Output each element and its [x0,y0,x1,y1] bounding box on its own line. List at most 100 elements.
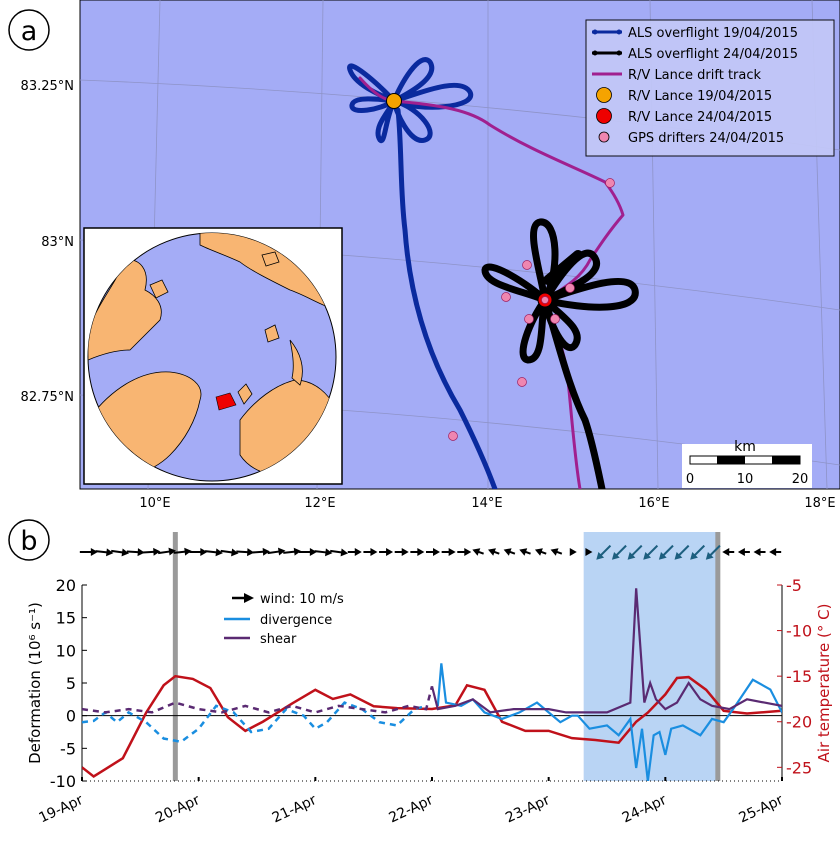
x-tick-label: 23-Apr [503,792,552,826]
wind-arrow [394,548,409,556]
inset-study-region [215,392,237,411]
wind-arrow [611,544,627,560]
wind-arrow [550,548,563,556]
gps-drifter [605,178,615,188]
wind-arrow [596,544,612,560]
lance-position-19apr [386,93,402,109]
wind-arrow [426,548,440,556]
series-shear-dashed [82,685,434,714]
right-tick-label: -25 [786,758,812,777]
scalebar-tick-10: 10 [737,472,754,487]
lon-label-18e: 18°E [804,496,835,511]
wind-arrow [487,548,500,556]
wind-arrow [142,547,161,556]
series-divergence-dashed [82,701,427,744]
wind-arrow [472,548,484,556]
wind-arrow [569,548,577,556]
gps-drifter [541,296,549,304]
left-tick-label: 10 [56,641,76,660]
wind-arrow [643,544,659,560]
series-divergence [436,663,782,781]
scalebar-unit: km [734,439,756,455]
wind-arrow [189,548,208,557]
svg-text:shear: shear [260,632,297,647]
x-tick-label: 21-Apr [270,792,319,826]
left-tick-label: 15 [56,609,76,628]
wind-arrow [674,544,690,560]
wind-arrow [534,548,547,556]
wind-arrow [330,548,349,557]
wind-arrow [722,548,735,556]
wind-arrow [236,548,255,557]
gps-drifter [501,292,511,302]
wind-arrow [347,548,362,556]
gps-drifter [522,260,532,270]
wind-arrow [173,547,192,556]
wind-arrow [363,548,378,556]
map-legend-label: R/V Lance 24/04/2015 [628,110,772,125]
wind-arrow [95,548,114,557]
gps-drifters [448,178,615,441]
lat-label-83-25: 83.25°N [21,79,74,94]
lon-label-10e: 10°E [139,496,170,511]
arctic-islands [149,251,280,343]
wind-arrow [441,548,456,556]
wind-arrow [267,547,286,556]
legend-divergence: divergence [224,613,332,628]
als-track-24apr-lobe [543,250,583,285]
lat-label-82-75: 82.75°N [21,390,74,405]
timeseries-legend: wind: 10 m/s divergence shear [224,592,344,647]
series-shear [430,588,782,714]
gps-drifter [524,314,534,324]
wind-arrow [658,544,674,560]
svg-text:a: a [21,16,38,47]
left-tick-label: -10 [50,772,76,791]
inset-globe [83,227,343,485]
right-tick-label: -15 [786,667,812,686]
wind-arrow [690,544,706,560]
wind-arrow [769,548,782,556]
wind-arrow [379,548,394,556]
svg-text:wind: 10 m/s: wind: 10 m/s [260,592,344,607]
x-tick-label: 24-Apr [620,792,669,826]
map-markers [386,93,615,441]
x-tick-label: 25-Apr [737,792,786,826]
legend-shear: shear [224,632,297,647]
lat-label-83: 83°N [41,235,74,250]
svg-text:b: b [20,526,37,557]
wind-arrow [204,548,223,557]
right-tick-label: -5 [786,576,802,595]
gps-drifter [550,314,560,324]
series-air-temperature [82,674,782,778]
map-legend-label: GPS drifters 24/04/2015 [628,131,784,146]
novaya-zemlya-land [289,339,303,386]
right-tick-label: -20 [786,713,812,732]
map-legend-item: R/V Lance 19/04/2015 [596,87,772,104]
left-tick-label: 20 [56,576,76,595]
scalebar-tick-20: 20 [792,472,809,487]
x-tick-label: 20-Apr [153,792,202,826]
panel-b-label: b [8,519,50,561]
x-tick-label: 19-Apr [37,792,86,826]
svalbard-land [237,383,253,405]
map-legend-label: ALS overflight 24/04/2015 [628,47,798,62]
panel-b: b 20 15 10 5 0 -5 -10 -5 -10 -15 -20 -25 19-Apr 20-… [8,519,833,826]
wind-arrow [157,547,176,556]
wind-arrow [283,547,302,556]
wind-arrow [585,548,593,556]
left-tick-label: 0 [66,707,76,726]
gps-drifter [517,377,527,387]
map-legend-label: ALS overflight 19/04/2015 [628,26,798,41]
wind-arrow [457,548,472,556]
lon-label-14e: 14°E [471,496,502,511]
wind-arrow [519,548,531,556]
map-legend: ALS overflight 19/04/2015 ALS overflight … [585,19,835,157]
scalebar-tick-0: 0 [686,472,694,487]
legend-wind: wind: 10 m/s [232,592,344,607]
wind-arrow [298,548,317,557]
map-legend-item: ALS overflight 24/04/2015 [592,47,798,62]
x-tick-label: 22-Apr [387,792,436,826]
wind-arrow [79,548,98,556]
panel-a: ALS overflight 19/04/2015 ALS overflight … [8,0,840,511]
left-axis-label: Deformation (10⁶ s⁻¹) [26,602,44,764]
